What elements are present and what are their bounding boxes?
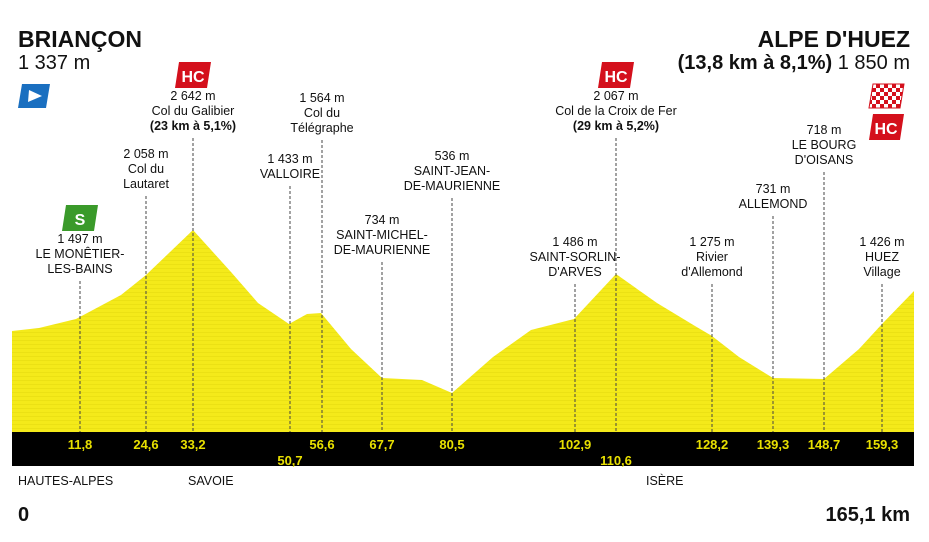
point-name: Col du [128, 162, 164, 176]
km-label: 110,6 [600, 453, 632, 468]
point-name: SAINT-MICHEL- [336, 228, 428, 242]
point-name: SAINT-JEAN- [414, 164, 490, 178]
km-label: 148,7 [808, 437, 841, 452]
km-label: 11,8 [68, 437, 93, 452]
km-label: 102,9 [559, 437, 592, 452]
badge [62, 205, 98, 231]
badge-text: HC [604, 69, 628, 86]
point-elevation: 1 564 m [299, 91, 344, 105]
km-label: 128,2 [696, 437, 729, 452]
region: SAVOIE [188, 474, 234, 488]
point-name: Rivier [696, 250, 728, 264]
finish-name: ALPE D'HUEZ [758, 26, 910, 52]
km-label: 56,6 [309, 437, 334, 452]
point-name: SAINT-SORLIN- [530, 250, 621, 264]
badge-text: HC [181, 69, 205, 86]
point-elevation: 1 497 m [57, 232, 102, 246]
point-name: DE-MAURIENNE [404, 179, 501, 193]
point-name: LE MONÊTIER- [36, 246, 125, 261]
start-flag [18, 84, 50, 108]
km-bar [12, 432, 914, 466]
distance-end: 165,1 km [825, 504, 910, 526]
point-name: Col du [304, 106, 340, 120]
point-name: D'OISANS [795, 153, 854, 167]
point-elevation: 718 m [807, 123, 842, 137]
start-name: BRIANÇON [18, 26, 142, 52]
point-name: d'Allemond [681, 265, 742, 279]
km-label: 33,2 [180, 437, 205, 452]
points: 1 497 mLE MONÊTIER-LES-BAINS 11,8 S 2 058 m… [36, 62, 905, 468]
km-label: 80,5 [439, 437, 464, 452]
badge-text: S [75, 212, 86, 229]
point-name: Village [863, 265, 900, 279]
km-label: 50,7 [277, 453, 302, 468]
badge [175, 62, 211, 88]
point-name: DE-MAURIENNE [334, 243, 431, 257]
km-label: 67,7 [369, 437, 394, 452]
start-elevation: 1 337 m [18, 52, 90, 74]
point-elevation: 731 m [756, 182, 791, 196]
point-name: Lautaret [123, 177, 169, 191]
point-elevation: 1 426 m [859, 235, 904, 249]
point-name: VALLOIRE [260, 167, 320, 181]
point-elevation: 1 275 m [689, 235, 734, 249]
km-label: 24,6 [133, 437, 158, 452]
point-elevation: 2 067 m [593, 89, 638, 103]
km-label: 159,3 [866, 437, 899, 452]
finish-flag: HC [868, 83, 905, 140]
distance-start: 0 [18, 504, 29, 526]
region: HAUTES-ALPES [18, 474, 113, 488]
region: ISÈRE [646, 473, 684, 488]
km-label: 139,3 [757, 437, 790, 452]
point-elevation: 1 433 m [267, 152, 312, 166]
point-elevation: 2 058 m [123, 147, 168, 161]
profile [12, 230, 914, 432]
point-elevation: 536 m [435, 149, 470, 163]
point-name: Col du Galibier [152, 104, 235, 118]
point-elevation: 1 486 m [552, 235, 597, 249]
point-name: Col de la Croix de Fer [555, 104, 677, 118]
finish-climb: (13,8 km à 8,1%) [678, 52, 833, 74]
finish-elevation: 1 850 m [838, 52, 910, 74]
point-name: D'ARVES [548, 265, 602, 279]
point-detail: (29 km à 5,2%) [573, 119, 659, 133]
point-name: Télégraphe [290, 121, 353, 135]
badge [598, 62, 634, 88]
point-detail: (23 km à 5,1%) [150, 119, 236, 133]
point-elevation: 734 m [365, 213, 400, 227]
point-name: ALLEMOND [739, 197, 808, 211]
point-elevation: 2 642 m [170, 89, 215, 103]
finish-badge: HC [874, 121, 898, 138]
point-name: LES-BAINS [47, 262, 112, 276]
finish-line: (13,8 km à 8,1%) 1 850 m [678, 52, 910, 74]
point-name: LE BOURG [792, 138, 857, 152]
point-name: HUEZ [865, 250, 899, 264]
